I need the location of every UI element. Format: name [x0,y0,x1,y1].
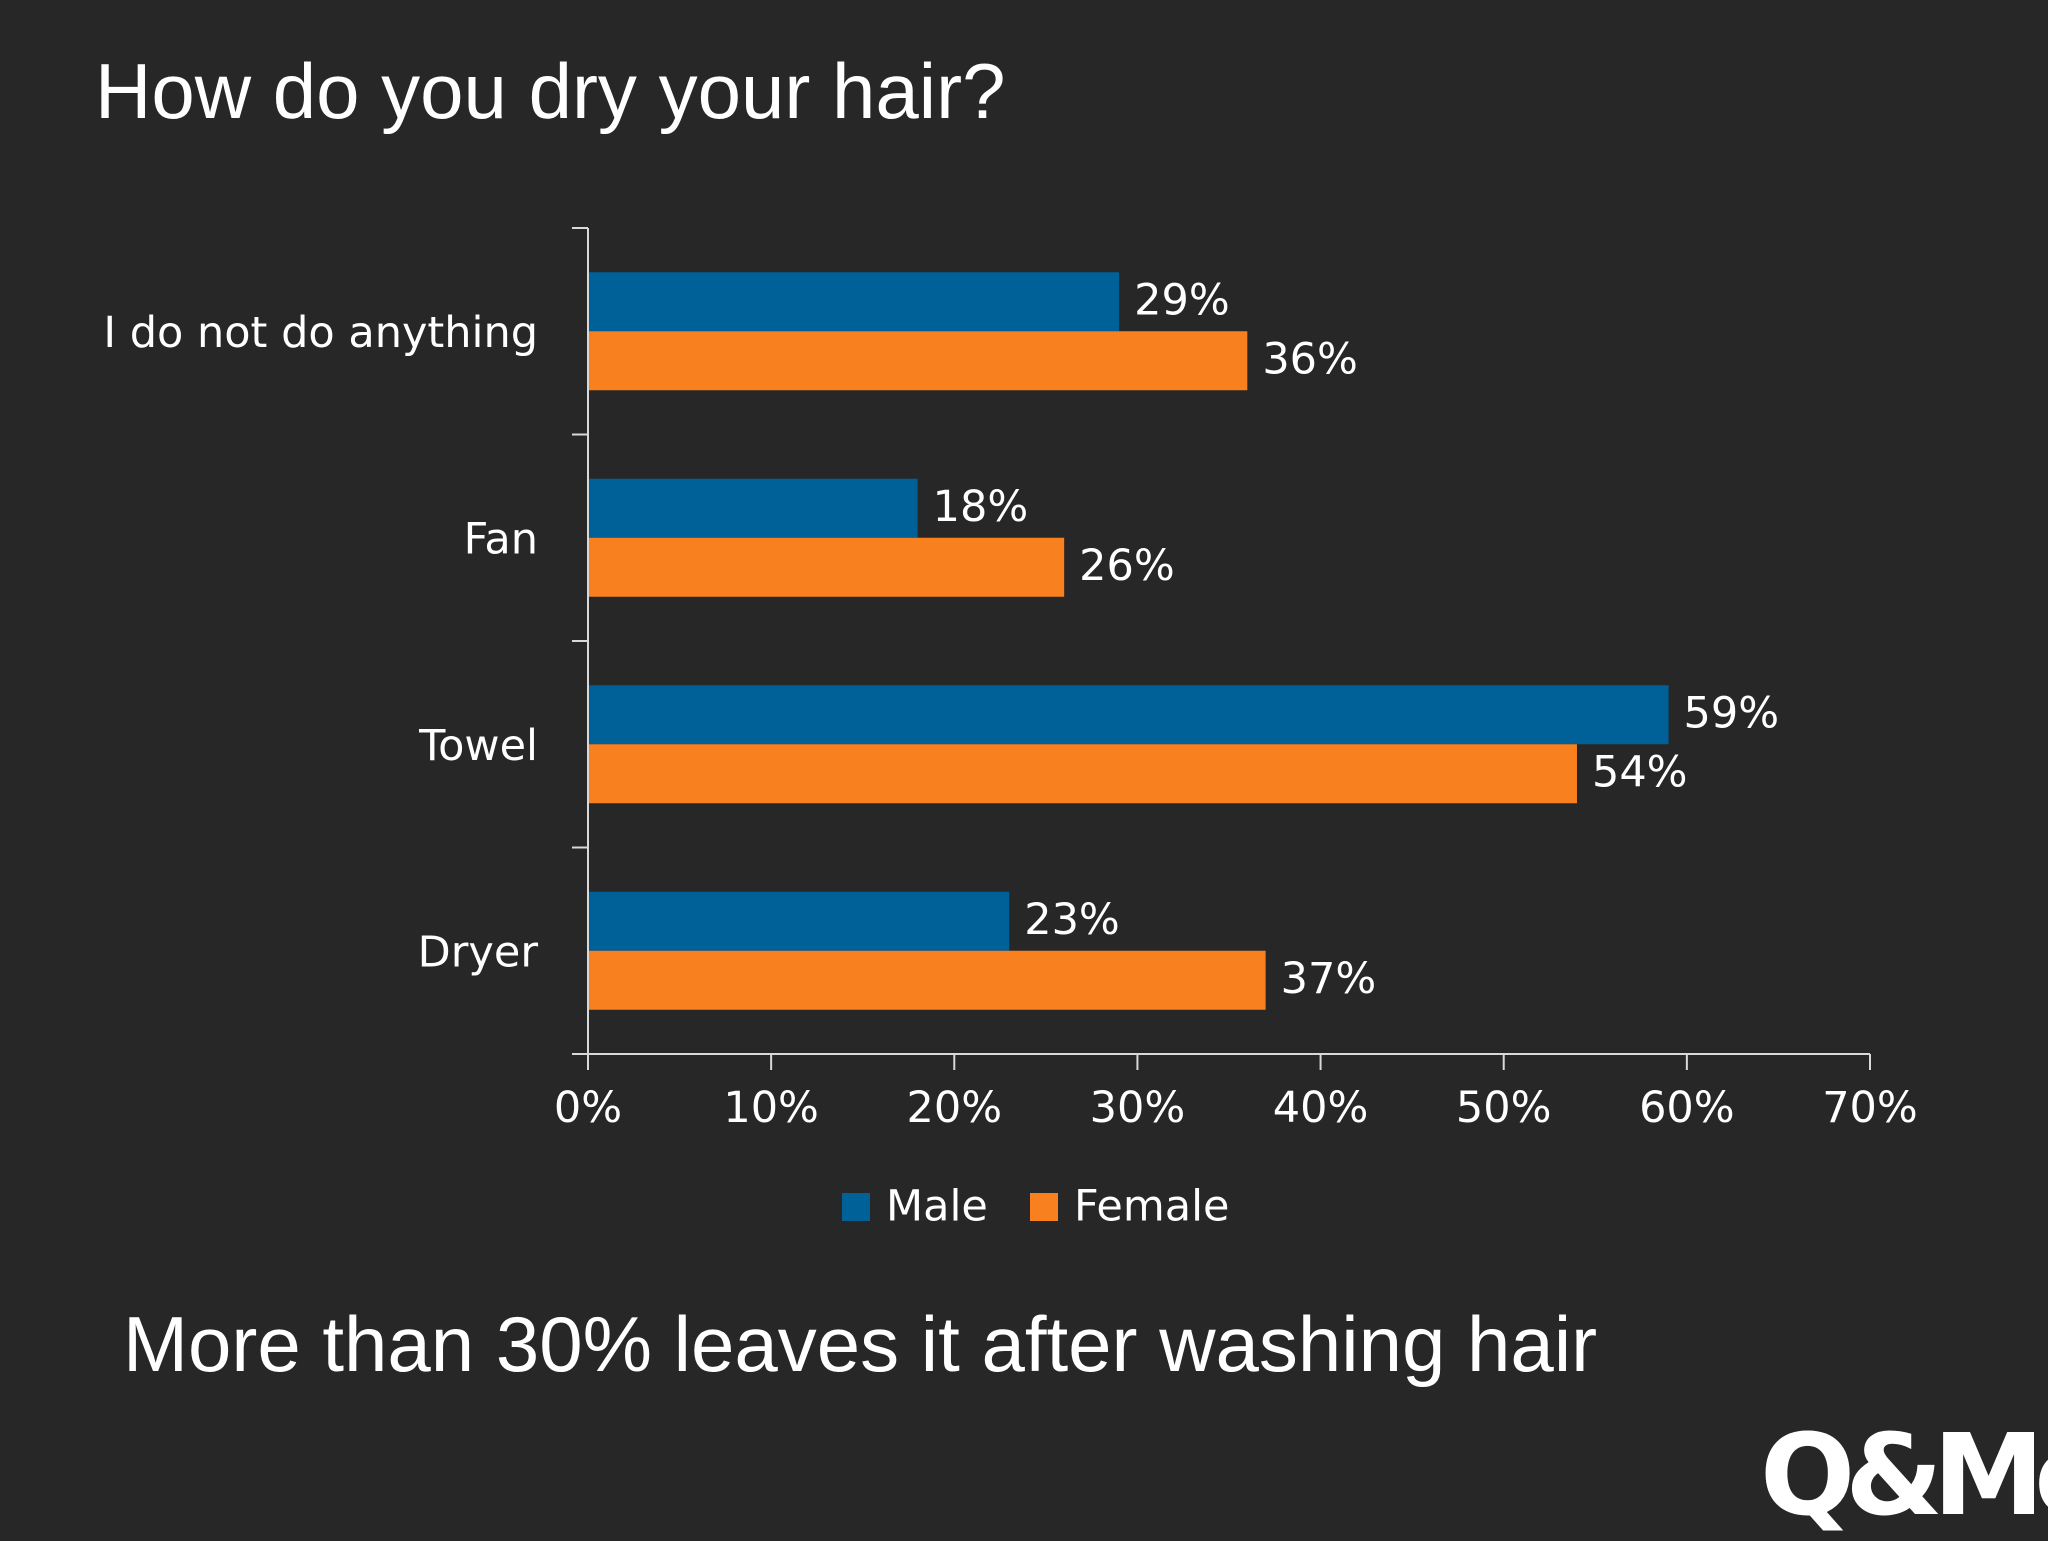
legend-label-male: Male [886,1182,988,1232]
bar-male-3 [588,891,1010,951]
bar-male-2 [588,685,1669,745]
x-tick-label: 60% [1639,1083,1735,1133]
data-label: 26% [1079,541,1175,591]
legend-label-female: Female [1074,1182,1229,1232]
x-tick-label: 20% [906,1083,1002,1133]
x-tick-label: 10% [723,1083,819,1133]
data-label: 23% [1024,895,1120,945]
legend-swatch-male [842,1193,870,1221]
data-label: 37% [1281,954,1377,1004]
x-tick-label: 40% [1273,1083,1369,1133]
data-label: 54% [1592,747,1688,797]
slide-title: How do you dry your hair? [95,47,1006,135]
brand-logo: Q&Me [1760,1411,2048,1541]
category-label: Dryer [418,927,539,977]
data-label: 59% [1684,688,1780,738]
bar-female-2 [588,744,1577,804]
legend: Male Female [842,1182,1229,1232]
category-label: I do not do anything [103,308,538,358]
category-label: Fan [464,514,538,564]
data-label: 36% [1262,334,1358,384]
bar-female-0 [588,331,1248,391]
bar-male-0 [588,272,1120,332]
axis-layer [572,227,1871,1070]
bars-layer [588,272,1669,1010]
bar-female-1 [588,537,1065,597]
category-label: Towel [418,721,538,771]
bar-female-3 [588,950,1266,1010]
legend-swatch-female [1030,1193,1058,1221]
x-tick-label: 70% [1822,1083,1918,1133]
x-tick-label: 0% [554,1083,622,1133]
bar-male-1 [588,478,918,538]
x-tick-label: 50% [1456,1083,1552,1133]
data-label: 29% [1134,275,1230,325]
slide-subtitle: More than 30% leaves it after washing ha… [123,1300,1598,1388]
data-label: 18% [933,482,1029,532]
labels-layer: 29% 36% I do not do anything 18% 26% Fan 59% 54… [103,275,1917,1133]
x-tick-label: 30% [1090,1083,1186,1133]
